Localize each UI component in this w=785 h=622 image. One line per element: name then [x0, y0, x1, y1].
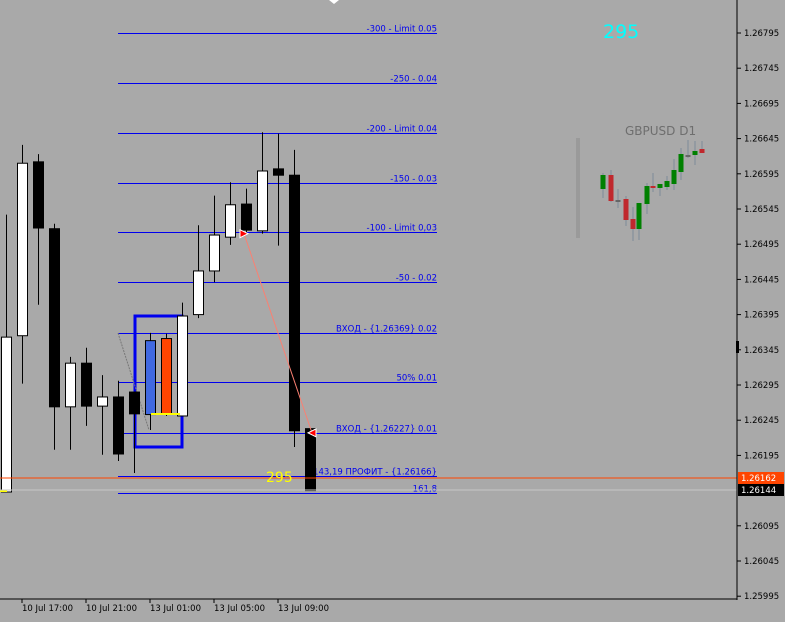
price-tick-label: 1.26295	[744, 381, 779, 391]
price-tick-label: 1.26195	[744, 451, 779, 461]
mini-candle-body	[623, 199, 629, 220]
trend-line	[117, 332, 150, 431]
fib-level-label: -50 - 0.02	[396, 274, 437, 284]
mini-chart-title: GBPUSD D1	[625, 124, 696, 138]
time-tick-label: 13 Jul 05:00	[214, 604, 265, 614]
price-tick-label: 1.26045	[744, 557, 779, 567]
price-tick-label: 1.26795	[744, 29, 779, 39]
mini-candle-body	[692, 151, 698, 155]
ask-price-label: 1.26144	[741, 486, 776, 496]
fib-level-label: ВХОД - {1.26369} 0.02	[336, 325, 437, 335]
fib-level-label: -200 - Limit 0.04	[367, 125, 437, 135]
price-tick-label: 1.26095	[744, 522, 779, 532]
candle-body	[17, 162, 28, 337]
price-tick-label: 1.25995	[744, 592, 779, 602]
candle-body	[241, 203, 252, 231]
candle-body	[49, 228, 60, 408]
candle-body	[65, 362, 76, 408]
mini-candle-body	[600, 175, 606, 189]
mini-candle-body	[699, 149, 705, 153]
counter-cyan: 295	[603, 21, 639, 43]
price-axis-marker	[736, 341, 739, 353]
mini-candle-body	[644, 186, 650, 204]
candle-body	[113, 396, 124, 455]
selection-box[interactable]	[133, 314, 184, 449]
price-tick-label: 1.26695	[744, 99, 779, 109]
fib-level-label: 50% 0.01	[396, 374, 437, 384]
price-tick-label: 1.26645	[744, 135, 779, 145]
trade-arrow-icon	[239, 228, 250, 239]
mini-candle-body	[678, 154, 684, 172]
time-tick-label: 10 Jul 21:00	[86, 604, 137, 614]
bid-price-label-box	[738, 472, 784, 484]
candle-body	[209, 234, 220, 272]
candle-body	[289, 174, 300, 432]
time-tick-label: 10 Jul 17:00	[22, 604, 73, 614]
fib-level-label: -300 - Limit 0.05	[367, 25, 437, 35]
time-tick-label: 13 Jul 01:00	[150, 604, 201, 614]
bid-price-label: 1.26162	[741, 474, 776, 484]
trade-line	[243, 233, 313, 434]
mini-candle-body	[615, 200, 621, 202]
mini-candle-body	[657, 184, 663, 188]
candle-body	[273, 168, 284, 176]
price-tick-label: 1.26345	[744, 346, 779, 356]
candle-body	[97, 396, 108, 407]
candle-body	[1, 336, 12, 493]
candle-body	[33, 161, 44, 229]
candle-body	[81, 362, 92, 407]
candle-body	[193, 270, 204, 316]
time-tick-label: 13 Jul 09:00	[278, 604, 329, 614]
mini-candle-body	[664, 181, 670, 187]
mini-candle-body	[630, 219, 636, 229]
mini-candle-body	[636, 203, 642, 229]
candle-body	[129, 391, 140, 415]
price-tick-label: 1.26445	[744, 275, 779, 285]
price-tick-label: 1.26245	[744, 416, 779, 426]
mini-candle-body	[608, 175, 614, 201]
fib-level-label: -250 - 0.04	[390, 75, 437, 85]
mini-candle-body	[650, 186, 656, 188]
price-tick-label: 1.26595	[744, 170, 779, 180]
price-tick-label: 1.26395	[744, 311, 779, 321]
ask-price-label-box	[738, 484, 784, 496]
mini-candle-body	[671, 170, 677, 184]
candle-body	[305, 428, 316, 492]
price-tick-label: 1.26545	[744, 205, 779, 215]
candle-body	[225, 204, 236, 238]
price-tick-label: 1.26745	[744, 64, 779, 74]
price-axis[interactable]: 1.26795 1.26745 1.26695 1.26645 1.26595 1.265…	[736, 0, 784, 602]
mini-chart: GBPUSD D1	[576, 124, 705, 241]
fib-level-label: 143,19 ПРОФИТ - {1.26166}	[313, 468, 437, 478]
fib-level-label: -150 - 0.03	[390, 175, 437, 185]
candle-body	[257, 170, 268, 232]
fib-level-label: ВХОД - {1.26227} 0.01	[336, 425, 437, 435]
trade-arrow-icon	[306, 428, 317, 438]
candle-body	[161, 338, 172, 415]
candle-body	[177, 315, 188, 417]
price-tick-label: 1.26495	[744, 240, 779, 250]
scroll-marker-icon[interactable]	[329, 0, 339, 4]
candle-body	[145, 340, 156, 416]
fib-level-label: -100 - Limit 0,03	[367, 224, 437, 234]
mini-candle-body	[685, 155, 691, 157]
counter-yellow: 295	[266, 470, 293, 486]
